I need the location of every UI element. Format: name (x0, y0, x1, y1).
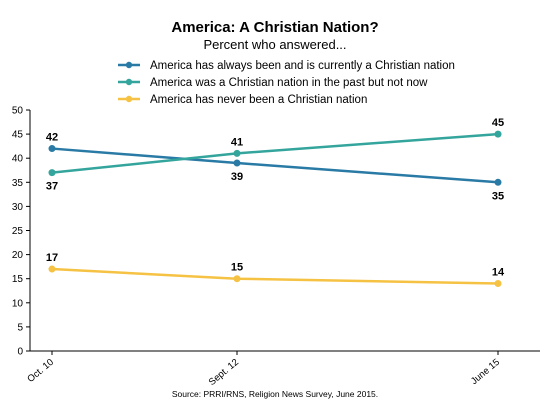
y-tick-label: 40 (12, 154, 24, 165)
x-tick-label: Sept. 12 (207, 357, 241, 388)
y-tick-label: 25 (12, 226, 24, 237)
y-tick-label: 35 (12, 178, 24, 189)
data-label: 35 (492, 190, 504, 202)
legend-label: America has always been and is currently… (150, 60, 455, 72)
data-point (233, 275, 241, 283)
y-tick-label: 10 (12, 298, 24, 309)
series-group: 42 39 35 (46, 132, 504, 203)
source-note: Source: PRRI/RNS, Religion News Survey, … (172, 389, 378, 399)
legend-label: America has never been a Christian natio… (150, 94, 367, 106)
y-ticks: 0 5 10 15 20 25 30 35 40 45 50 (12, 106, 30, 358)
data-label: 39 (231, 171, 243, 183)
legend-item: America was a Christian nation in the pa… (118, 77, 428, 89)
data-point (494, 178, 502, 186)
data-label: 41 (231, 136, 243, 148)
legend-swatch-marker (125, 95, 133, 103)
y-tick-label: 15 (12, 274, 24, 285)
data-label: 45 (492, 117, 504, 129)
y-tick-label: 20 (12, 250, 24, 261)
series-group: 37 41 45 (46, 117, 504, 193)
x-ticks: Oct. 10 Sept. 12 June 15 (25, 351, 502, 388)
series-group: 17 15 14 (46, 252, 505, 288)
legend-item: America has always been and is currently… (118, 60, 455, 72)
data-point (233, 159, 241, 167)
data-label: 14 (492, 267, 505, 279)
x-tick-label: Oct. 10 (25, 357, 56, 385)
legend-swatch-marker (125, 78, 133, 86)
y-tick-label: 45 (12, 130, 24, 141)
y-tick-label: 50 (12, 106, 24, 117)
data-label: 37 (46, 181, 58, 193)
y-tick-label: 0 (17, 347, 23, 358)
series-line (51, 267, 499, 285)
legend: America has always been and is currently… (118, 60, 455, 106)
x-tick-label: June 15 (469, 357, 502, 387)
legend-swatch-marker (125, 61, 133, 69)
data-point (233, 149, 241, 157)
y-tick-label: 5 (17, 322, 23, 333)
chart-subtitle: Percent who answered... (203, 37, 346, 52)
legend-item: America has never been a Christian natio… (118, 94, 367, 106)
data-label: 15 (231, 262, 243, 274)
data-point (48, 265, 56, 273)
axes (29, 110, 540, 352)
series-layer: 42 39 35 37 41 45 17 15 14 (46, 117, 505, 288)
data-point (48, 145, 56, 153)
y-tick-label: 30 (12, 202, 24, 213)
data-point (494, 130, 502, 138)
data-label: 17 (46, 252, 58, 264)
data-point (48, 169, 56, 177)
legend-label: America was a Christian nation in the pa… (150, 77, 428, 89)
data-label: 42 (46, 132, 58, 144)
data-point (494, 280, 502, 288)
chart-title: America: A Christian Nation? (171, 19, 378, 36)
